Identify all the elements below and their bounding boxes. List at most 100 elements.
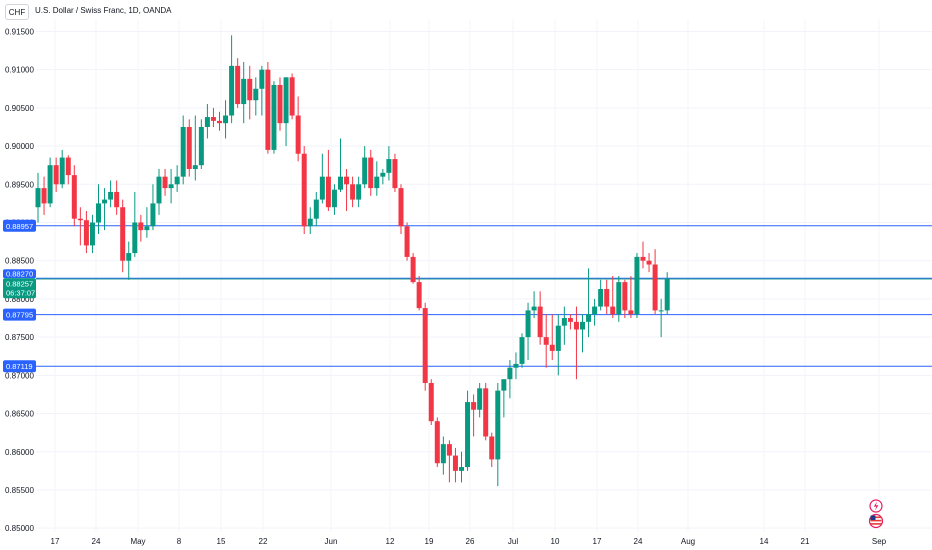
candle-body — [96, 203, 101, 223]
candle-body — [338, 176, 343, 190]
us-flag-icon[interactable] — [868, 513, 884, 529]
candle-body — [126, 253, 132, 261]
level-tag-label: 0.87119 — [6, 362, 33, 371]
candle-body — [307, 218, 313, 227]
symbol-button[interactable]: CHF — [5, 4, 29, 20]
candle-body — [186, 126, 192, 170]
candle-body — [180, 126, 186, 177]
candle-body — [102, 199, 108, 204]
candle-body — [446, 444, 452, 456]
y-tick-label: 0.89500 — [5, 180, 34, 189]
x-tick-label: May — [130, 537, 145, 546]
candle-body — [325, 176, 331, 208]
candle-body — [573, 321, 579, 330]
candle-body — [198, 126, 204, 166]
current-price-tag — [3, 278, 36, 299]
candle-body — [604, 288, 610, 307]
candle-body — [174, 176, 180, 185]
y-tick-label: 0.87500 — [5, 333, 34, 342]
candle-body — [114, 191, 120, 208]
candle-body — [537, 306, 543, 338]
candle-body — [592, 306, 598, 315]
candle-body — [53, 165, 59, 185]
chart-title: U.S. Dollar / Swiss Franc, 1D, OANDA — [35, 6, 172, 15]
x-tick-label: 21 — [801, 537, 810, 546]
candle-body — [319, 176, 325, 200]
candle-body — [89, 222, 95, 246]
candles — [35, 35, 670, 487]
grid — [36, 20, 932, 532]
x-tick-label: Aug — [681, 537, 695, 546]
candle-body — [204, 117, 210, 127]
candle-body — [567, 318, 573, 322]
candle-body — [640, 256, 646, 261]
candle-body — [83, 220, 89, 246]
level-lines — [36, 225, 932, 367]
candle-body — [434, 421, 440, 464]
candle-body — [422, 308, 428, 383]
candle-body — [265, 69, 271, 150]
candle-body — [217, 120, 222, 124]
level-tag — [3, 360, 36, 373]
time-axis[interactable]: 17 24 May 8 15 22 Jun 12 19 26 Jul 10 17 24 Aug 14 21 Sep — [51, 537, 887, 546]
candle-body — [350, 184, 356, 200]
candle-body — [428, 382, 434, 422]
y-tick-label: 0.88000 — [5, 295, 34, 304]
candle-body — [543, 337, 549, 345]
level-tag — [3, 269, 36, 279]
y-tick-label: 0.85500 — [5, 486, 34, 495]
y-tick-label: 0.86500 — [5, 410, 34, 419]
candle-body — [555, 325, 561, 351]
candle-body — [513, 363, 519, 368]
candle-body — [465, 402, 471, 468]
x-tick-label: 14 — [760, 537, 769, 546]
candle-body — [120, 207, 126, 261]
x-tick-label: 22 — [259, 537, 268, 546]
candle-body — [277, 84, 283, 124]
y-tick-label: 0.85000 — [5, 524, 34, 533]
x-tick-label: 17 — [593, 537, 602, 546]
candle-body — [168, 184, 174, 189]
candle-body — [271, 84, 277, 150]
candle-body — [410, 256, 416, 283]
level-tag — [3, 219, 36, 232]
candle-body — [138, 222, 144, 231]
candle-body — [150, 203, 156, 227]
candle-body — [356, 184, 362, 200]
candle-body — [598, 288, 604, 307]
x-tick-label: Jul — [508, 537, 518, 546]
candle-body — [471, 402, 477, 410]
candle-body — [452, 455, 458, 471]
candle-body — [628, 310, 634, 315]
chart-icons — [868, 499, 884, 529]
candle-body — [664, 279, 670, 311]
candle-body — [549, 344, 555, 351]
level-tag-label: 0.87795 — [6, 311, 33, 320]
y-tick-label: 0.86000 — [5, 448, 34, 457]
candle-body — [416, 282, 422, 309]
candle-body — [259, 69, 265, 89]
candle-body — [561, 318, 567, 326]
x-tick-label: 24 — [634, 537, 643, 546]
candle-body — [295, 115, 301, 154]
candle-body — [489, 436, 495, 460]
candle-body — [440, 444, 446, 464]
candle-body — [404, 226, 410, 257]
candle-body — [507, 367, 513, 380]
current-price-label: 0.88257 — [6, 279, 33, 288]
candle-body — [531, 306, 537, 311]
candle-body — [41, 188, 47, 204]
candle-body — [459, 467, 464, 471]
candle-body — [241, 78, 247, 105]
candle-body — [313, 199, 319, 219]
candle-body — [586, 314, 592, 322]
lightning-icon[interactable] — [869, 499, 883, 513]
candle-body — [477, 388, 483, 410]
candle-body — [344, 176, 350, 185]
candle-body — [289, 77, 295, 116]
candle-body — [283, 77, 289, 124]
candle-body — [622, 282, 628, 311]
candle-body — [362, 157, 368, 185]
y-tick-label: 0.91500 — [5, 27, 34, 36]
